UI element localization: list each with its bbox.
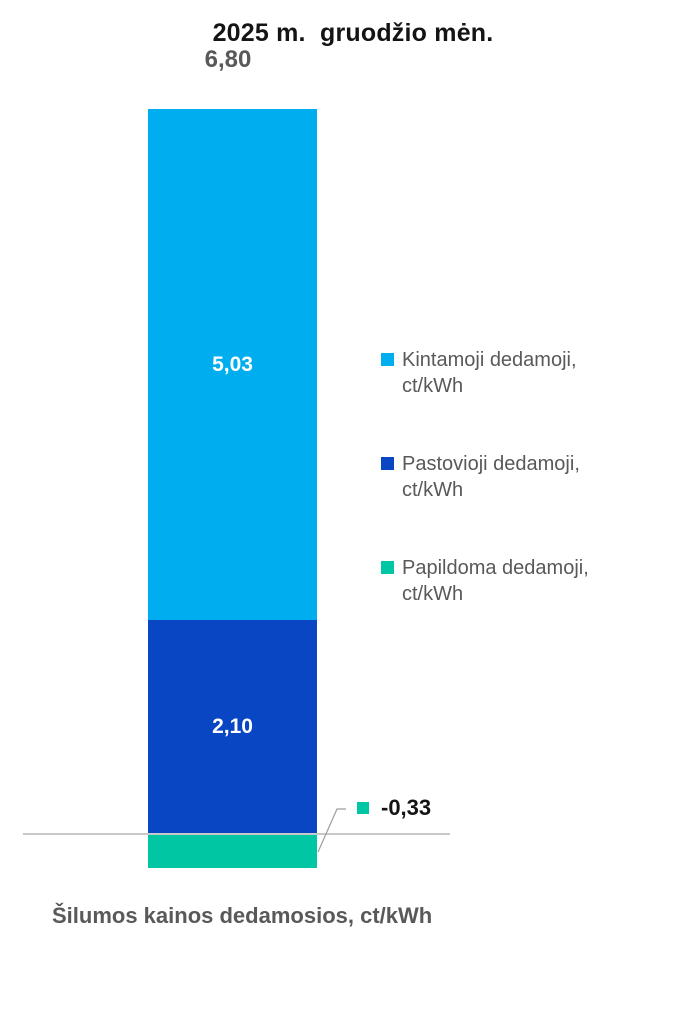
bar-segment-kintamoji: 5,03	[148, 109, 317, 620]
legend-item-papildoma: Papildoma dedamoji, ct/kWh	[381, 555, 611, 607]
bar-segment-value-label: 5,03	[212, 352, 253, 376]
chart-title: 2025 m. gruodžio mėn.	[212, 19, 494, 47]
legend-item-label: Pastovioji dedamoji, ct/kWh	[402, 453, 580, 501]
legend-item-label: Papildoma dedamoji, ct/kWh	[402, 557, 589, 605]
bar-segment-pastovioji: 2,10	[148, 620, 317, 833]
callout-leader-line	[317, 808, 346, 853]
legend-item-kintamoji: Kintamoji dedamoji, ct/kWh	[381, 347, 611, 399]
callout-value-label: -0,33	[381, 795, 432, 820]
legend-item-pastovioji: Pastovioji dedamoji, ct/kWh	[381, 451, 611, 503]
legend-square-marker	[381, 561, 394, 574]
legend-square-marker	[381, 457, 394, 470]
x-axis-title: Šilumos kainos dedamosios, ct/kWh	[52, 903, 433, 928]
legend-item-label: Kintamoji dedamoji, ct/kWh	[402, 349, 577, 397]
callout-square-marker	[357, 802, 369, 814]
legend-square-marker	[381, 353, 394, 366]
bar-segment-value-label: 2,10	[212, 714, 253, 738]
bar-segment-papildoma	[148, 835, 317, 868]
zero-baseline-axis	[23, 833, 450, 835]
total-value-label: 6,80	[204, 46, 252, 73]
